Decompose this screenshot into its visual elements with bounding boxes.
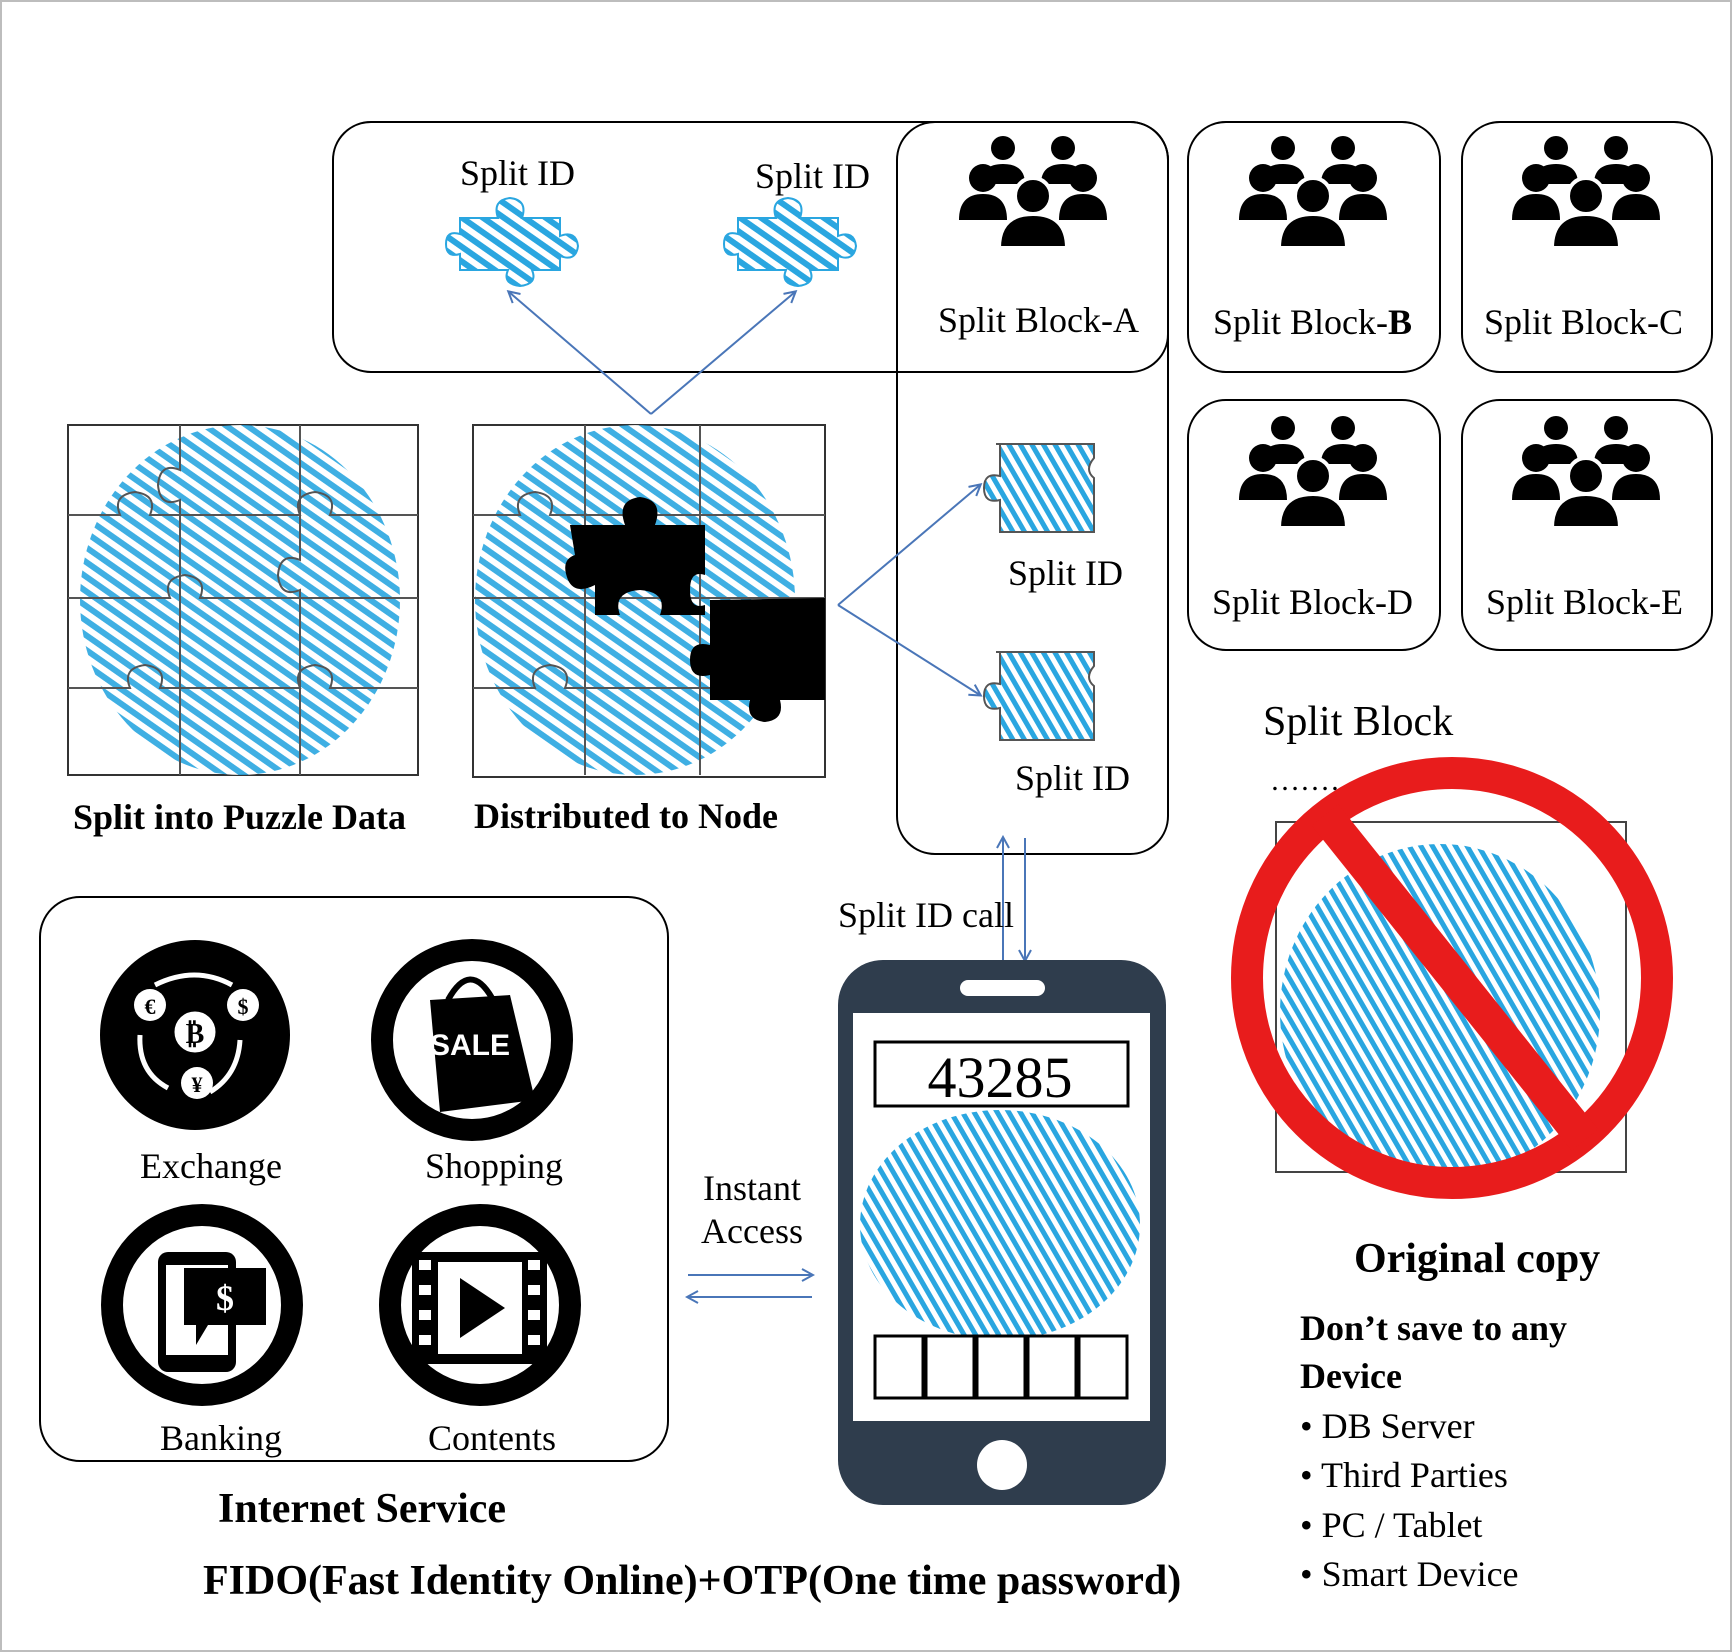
prohibit-slash [1311,804,1599,1151]
people-icon-b [1237,134,1389,250]
split-block-b-box [1187,121,1441,373]
phone-fingerprint [860,1110,1140,1340]
otp-code: 43285 [928,1045,1073,1110]
split-into-puzzle-label: Split into Puzzle Data [73,797,406,837]
puzzle-grid-split [68,425,418,775]
split-block-b-prefix: Split Block- [1213,302,1388,342]
fingerprint-split [80,425,400,775]
split-block-a-box [896,121,1169,855]
play-icon [460,1278,505,1338]
phone-home-button[interactable] [977,1440,1027,1490]
yen-glyph: ¥ [192,1072,203,1097]
film-strip-holes [419,1260,540,1345]
dont-save-line1: Don’t save to any [1300,1308,1567,1348]
split-block-b-label: Split Block-B [1213,302,1412,342]
banking-dollar-glyph: $ [216,1278,234,1318]
split-id-label-mid-lower: Split ID [1015,758,1130,798]
split-id-piece-left [445,197,579,287]
euro-coin-icon [134,989,166,1021]
split-id-piece-mid-lower [983,651,1095,741]
shopping-bag-handle [445,976,495,1002]
split-block-d-label: Split Block-D [1212,582,1413,622]
people-icon-a [957,134,1109,250]
split-id-piece-right [723,197,857,287]
banking-label: Banking [160,1418,282,1458]
split-id-label-top-right: Split ID [755,156,870,196]
people-icon-d [1237,414,1389,530]
otp-box-2[interactable] [924,1334,976,1400]
instant-access-line1: Instant [703,1168,801,1208]
shopping-label: Shopping [425,1146,563,1186]
dont-save-item-2: • Third Parties [1300,1455,1508,1495]
yen-coin-icon [181,1067,213,1099]
dollar-coin-icon [227,989,259,1021]
fingerprint-original [1280,844,1600,1180]
otp-box-5[interactable] [1077,1334,1129,1400]
missing-piece-black-2 [690,598,825,722]
split-block-c-label: Split Block-C [1484,302,1683,342]
split-block-e-box [1461,399,1713,651]
banking-speech-bubble [184,1268,266,1345]
missing-piece-black-1 [565,497,705,615]
split-block-e-label: Split Block-E [1486,582,1683,622]
prohibit-circle [1231,757,1673,1199]
otp-box-4[interactable] [1026,1334,1078,1400]
instant-access-line2: Access [701,1211,803,1251]
split-id-piece-mid-upper [983,443,1095,533]
dont-save-item-4: • Smart Device [1300,1554,1519,1594]
dont-save-item-1: • DB Server [1300,1406,1475,1446]
shopping-bag-icon [430,995,535,1112]
original-copy-title: Original copy [1354,1236,1600,1282]
people-icon-e [1510,414,1662,530]
split-id-call-arrows [1003,838,1025,960]
distributed-to-node-label: Distributed to Node [474,796,778,836]
internet-service-title: Internet Service [218,1486,506,1532]
phone-speaker [960,980,1045,996]
otp-display [873,1040,1130,1108]
dont-save-item-3: • PC / Tablet [1300,1505,1482,1545]
instant-access-arrows [688,1275,812,1297]
exchange-label: Exchange [140,1146,282,1186]
split-id-label-mid-upper: Split ID [1008,553,1123,593]
fido-otp-caption: FIDO(Fast Identity Online)+OTP(One time … [203,1558,1181,1604]
arrows-to-mid-ids [837,485,980,695]
people-icon-c [1510,134,1662,250]
euro-glyph: € [145,994,156,1019]
bitcoin-coin-icon [171,1008,219,1056]
dollar-glyph: $ [238,994,249,1019]
split-block-label: Split Block [1263,699,1453,745]
exchange-cycle-arrows [137,972,243,1095]
split-block-b-suffix: B [1388,302,1412,342]
split-id-call-label: Split ID call [838,895,1014,935]
puzzle-grid-distributed [473,425,825,775]
split-block-c-box [1461,121,1713,373]
sale-tag: SALE [430,1029,510,1062]
dont-save-line2: Device [1300,1356,1402,1396]
bitcoin-glyph: ₿ [186,1019,205,1050]
otp-input-boxes [873,1334,1129,1400]
internet-service-box [39,896,669,1462]
otp-box-3[interactable] [975,1334,1027,1400]
otp-box-1[interactable] [873,1334,925,1400]
arrows-to-top-ids [509,292,795,415]
split-block-a-label: Split Block-A [938,300,1139,340]
contents-label: Contents [428,1418,556,1458]
split-id-label-top-left: Split ID [460,153,575,193]
split-block-d-box [1187,399,1441,651]
